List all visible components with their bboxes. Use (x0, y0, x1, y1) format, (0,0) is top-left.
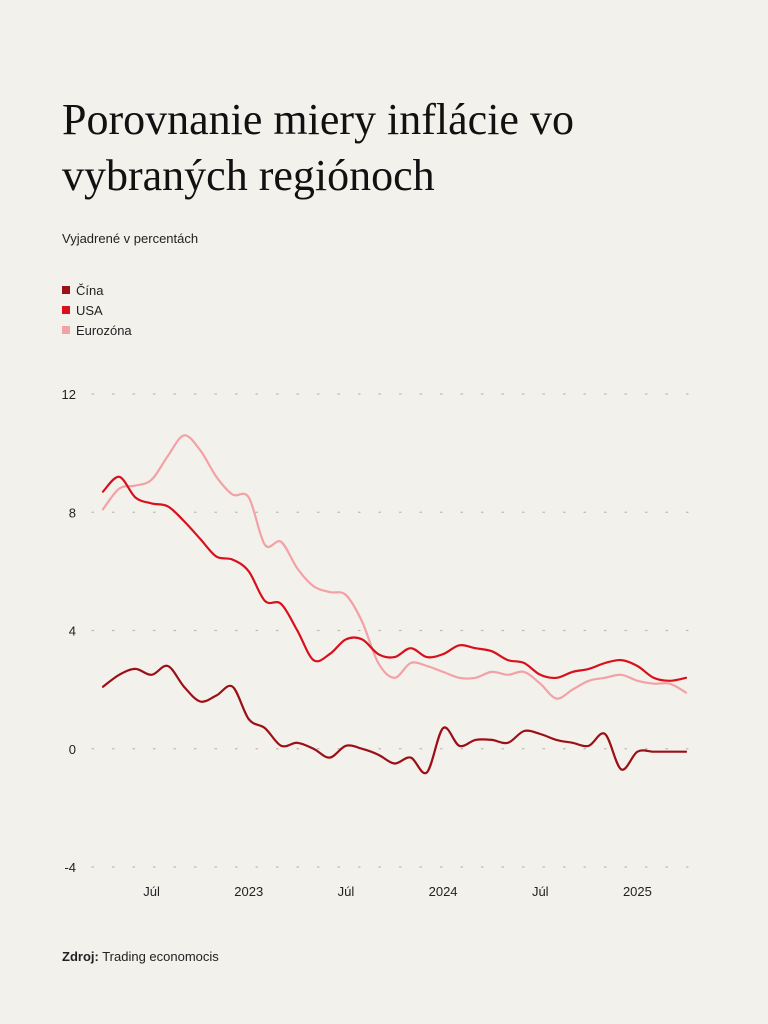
x-tick-label: 2025 (623, 884, 652, 899)
x-tick-label: 2023 (234, 884, 263, 899)
chart-subtitle: Vyjadrené v percentách (62, 231, 199, 246)
series-line-cina (101, 664, 688, 775)
legend-label-usa: USA (76, 302, 103, 318)
y-tick-label: -4 (64, 860, 76, 875)
legend-label-cina: Čína (76, 282, 104, 298)
inflation-line-chart: -4 0 4 8 12 Júl 2023 Júl 2024 Júl 2025 (62, 387, 699, 899)
legend-label-eurozona: Eurozóna (76, 322, 132, 338)
x-tick-label: 2024 (429, 884, 458, 899)
legend-item-usa: USA (62, 300, 132, 320)
legend-item-eurozona: Eurozóna (62, 320, 132, 340)
x-tick-label: Júl (532, 884, 549, 899)
x-tick-label: Júl (338, 884, 355, 899)
legend-swatch-usa (62, 306, 70, 314)
source-note: Zdroj: Trading economocis (62, 949, 219, 964)
y-axis-labels: -4 0 4 8 12 (62, 387, 76, 875)
legend-swatch-eurozona (62, 326, 70, 334)
x-axis-labels: Júl 2023 Júl 2024 Júl 2025 (143, 884, 652, 899)
y-tick-label: 12 (62, 387, 76, 402)
chart-series-lines (101, 434, 688, 775)
page-title: Porovnanie miery inflácie vo vybraných r… (62, 95, 574, 200)
legend-item-cina: Čína (62, 280, 132, 300)
y-tick-label: 8 (69, 505, 76, 520)
y-tick-label: 4 (69, 624, 76, 639)
chart-grid (91, 393, 699, 868)
source-label: Zdroj: (62, 949, 99, 964)
y-tick-label: 0 (69, 742, 76, 757)
series-line-eurozona (101, 434, 688, 700)
legend-swatch-cina (62, 286, 70, 294)
x-tick-label: Júl (143, 884, 160, 899)
source-text: Trading economocis (102, 949, 219, 964)
chart-legend: Čína USA Eurozóna (62, 280, 132, 340)
series-line-usa (101, 475, 688, 682)
